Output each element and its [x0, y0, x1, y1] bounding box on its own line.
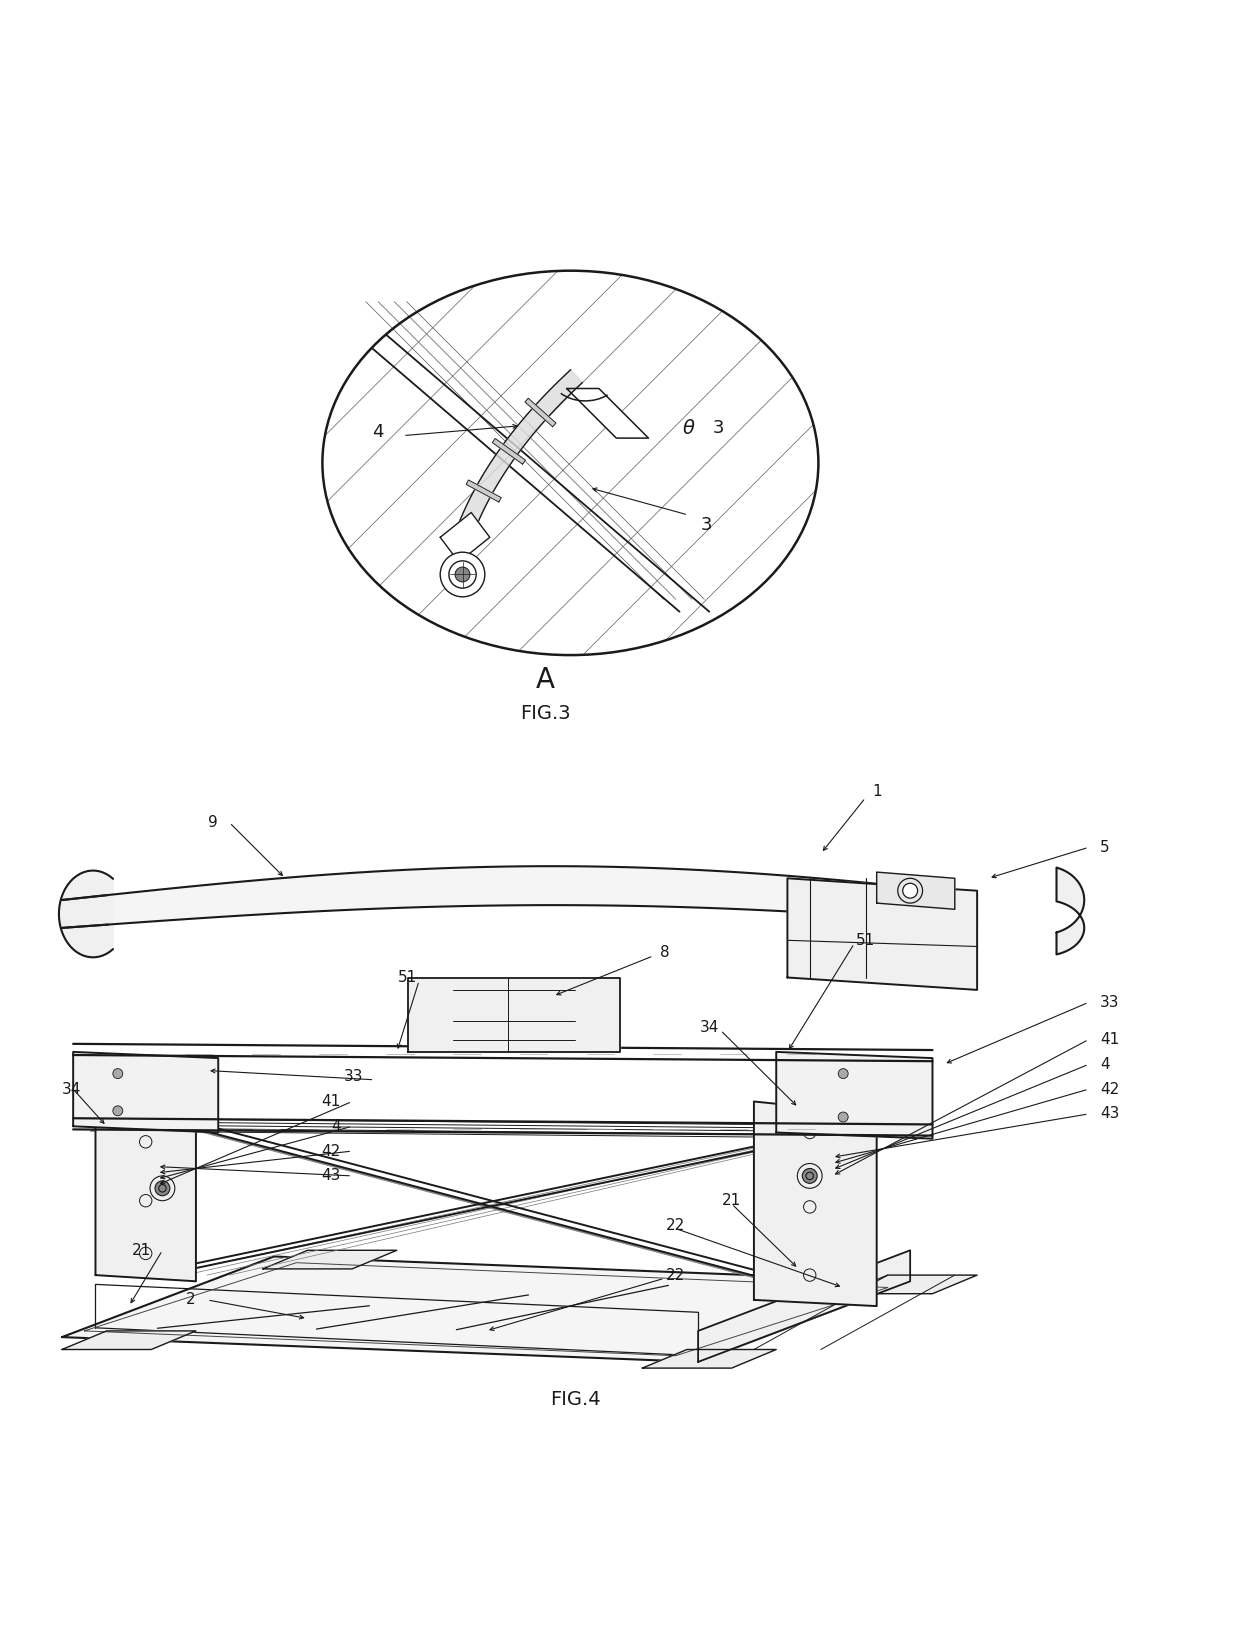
- Polygon shape: [456, 370, 583, 535]
- Polygon shape: [62, 867, 977, 928]
- Polygon shape: [877, 872, 955, 910]
- Polygon shape: [95, 1102, 196, 1281]
- Polygon shape: [60, 870, 113, 957]
- Text: 4: 4: [372, 423, 384, 441]
- Polygon shape: [843, 1275, 977, 1293]
- Text: $\theta$: $\theta$: [682, 419, 696, 438]
- Circle shape: [838, 1112, 848, 1122]
- Text: 42: 42: [1100, 1082, 1120, 1097]
- Circle shape: [802, 1168, 817, 1183]
- Polygon shape: [408, 977, 620, 1051]
- Circle shape: [806, 1173, 813, 1179]
- Polygon shape: [62, 1257, 910, 1362]
- Polygon shape: [525, 398, 556, 426]
- Text: 41: 41: [1100, 1031, 1120, 1046]
- Text: 2: 2: [186, 1293, 196, 1308]
- Circle shape: [155, 1181, 170, 1196]
- Text: 3: 3: [713, 419, 724, 438]
- Text: 43: 43: [321, 1168, 341, 1183]
- Text: 51: 51: [856, 933, 875, 948]
- Text: 43: 43: [1100, 1107, 1120, 1122]
- Text: 22: 22: [666, 1217, 686, 1234]
- Polygon shape: [263, 1250, 397, 1268]
- Polygon shape: [567, 388, 649, 438]
- Text: A: A: [536, 666, 556, 694]
- Circle shape: [440, 553, 485, 597]
- Text: 34: 34: [699, 1020, 719, 1035]
- Text: 33: 33: [1100, 995, 1120, 1010]
- Text: 8: 8: [660, 946, 670, 961]
- Circle shape: [903, 883, 918, 898]
- Text: 41: 41: [321, 1094, 341, 1109]
- Polygon shape: [776, 1051, 932, 1138]
- Circle shape: [455, 568, 470, 582]
- Text: 3: 3: [701, 517, 712, 535]
- Text: 1: 1: [872, 785, 882, 799]
- Text: 21: 21: [722, 1193, 742, 1207]
- Circle shape: [449, 561, 476, 589]
- Polygon shape: [642, 1349, 776, 1369]
- Text: 21: 21: [131, 1244, 151, 1258]
- Text: FIG.3: FIG.3: [521, 704, 570, 722]
- Polygon shape: [1056, 867, 1084, 954]
- Text: FIG.4: FIG.4: [551, 1390, 600, 1408]
- Text: 4: 4: [331, 1119, 341, 1133]
- Polygon shape: [492, 439, 526, 464]
- Text: 4: 4: [1100, 1056, 1110, 1073]
- Text: 34: 34: [62, 1082, 82, 1097]
- Polygon shape: [787, 878, 977, 990]
- Text: 51: 51: [398, 971, 418, 985]
- Text: 22: 22: [666, 1268, 686, 1283]
- Polygon shape: [466, 480, 501, 502]
- Circle shape: [838, 1069, 848, 1079]
- Polygon shape: [62, 1331, 196, 1349]
- Polygon shape: [698, 1250, 910, 1362]
- Text: 42: 42: [321, 1143, 341, 1158]
- Polygon shape: [440, 513, 490, 563]
- Circle shape: [113, 1069, 123, 1079]
- Circle shape: [159, 1184, 166, 1193]
- Text: 9: 9: [208, 814, 218, 831]
- Text: 5: 5: [1100, 841, 1110, 855]
- Circle shape: [113, 1105, 123, 1115]
- Text: 33: 33: [343, 1069, 363, 1084]
- Polygon shape: [73, 1051, 218, 1132]
- Polygon shape: [754, 1102, 877, 1306]
